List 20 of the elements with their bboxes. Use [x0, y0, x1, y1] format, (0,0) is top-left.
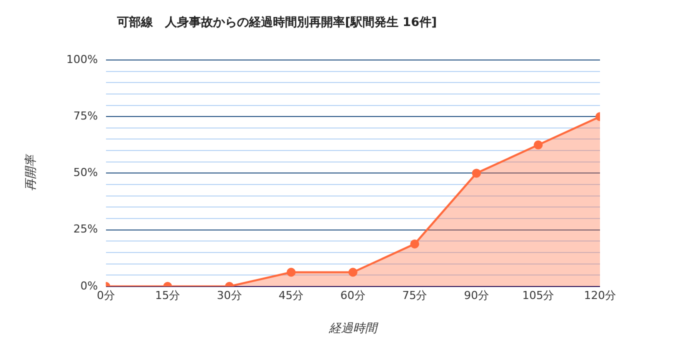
x-tick-label: 90分	[464, 288, 489, 302]
x-tick-label: 105分	[522, 288, 554, 302]
y-tick-label: 25%	[73, 222, 98, 236]
x-tick-label: 15分	[155, 288, 180, 302]
x-tick-label: 75分	[402, 288, 428, 302]
chart-title: 可部線 人身事故からの経過時間別再開率[駅間発生 16件]	[117, 14, 437, 31]
x-tick-label: 0分	[96, 288, 115, 302]
x-axis-title: 経過時間	[328, 320, 379, 335]
x-tick-label: 45分	[278, 288, 304, 302]
y-tick-label: 100%	[66, 52, 98, 66]
y-tick-label: 0%	[80, 279, 98, 292]
y-tick-label: 75%	[73, 109, 98, 122]
y-axis-title: 再開率	[23, 153, 38, 192]
x-tick-label: 60分	[340, 288, 366, 302]
x-tick-label: 30分	[216, 288, 242, 302]
point	[534, 140, 543, 150]
point	[472, 168, 481, 178]
x-tick-label: 120分	[584, 288, 616, 302]
point	[410, 239, 420, 248]
y-tick-label: 50%	[73, 166, 98, 180]
